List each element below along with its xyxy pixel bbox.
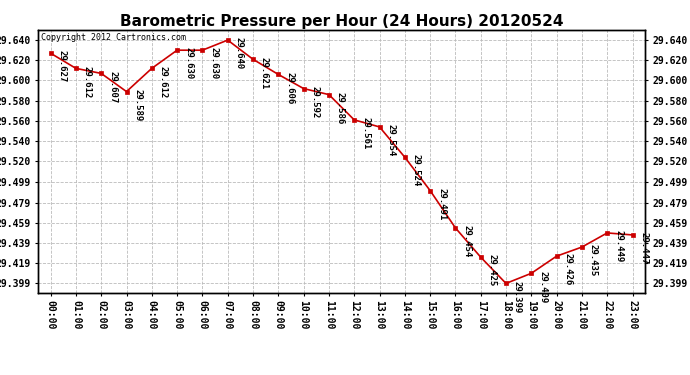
Text: 29.621: 29.621 (260, 57, 269, 89)
Text: 29.640: 29.640 (235, 38, 244, 70)
Text: 29.435: 29.435 (589, 244, 598, 276)
Text: 29.399: 29.399 (513, 280, 522, 313)
Text: 29.491: 29.491 (437, 188, 446, 220)
Text: 29.454: 29.454 (462, 225, 471, 257)
Text: 29.607: 29.607 (108, 70, 117, 103)
Text: 29.409: 29.409 (538, 270, 547, 303)
Text: 29.554: 29.554 (386, 124, 395, 156)
Text: 29.425: 29.425 (488, 254, 497, 286)
Text: 29.606: 29.606 (285, 72, 294, 104)
Text: 29.630: 29.630 (209, 47, 218, 80)
Text: 29.524: 29.524 (412, 154, 421, 187)
Text: 29.447: 29.447 (640, 232, 649, 264)
Text: 29.592: 29.592 (310, 86, 319, 118)
Text: Copyright 2012 Cartronics.com: Copyright 2012 Cartronics.com (41, 33, 186, 42)
Text: 29.449: 29.449 (614, 230, 623, 262)
Text: 29.612: 29.612 (159, 66, 168, 98)
Text: 29.561: 29.561 (361, 117, 370, 149)
Text: 29.586: 29.586 (336, 92, 345, 124)
Text: 29.627: 29.627 (57, 51, 66, 83)
Text: 29.630: 29.630 (184, 47, 193, 80)
Text: 29.612: 29.612 (83, 66, 92, 98)
Text: 29.426: 29.426 (564, 254, 573, 286)
Title: Barometric Pressure per Hour (24 Hours) 20120524: Barometric Pressure per Hour (24 Hours) … (120, 14, 563, 29)
Text: 29.589: 29.589 (133, 89, 142, 121)
